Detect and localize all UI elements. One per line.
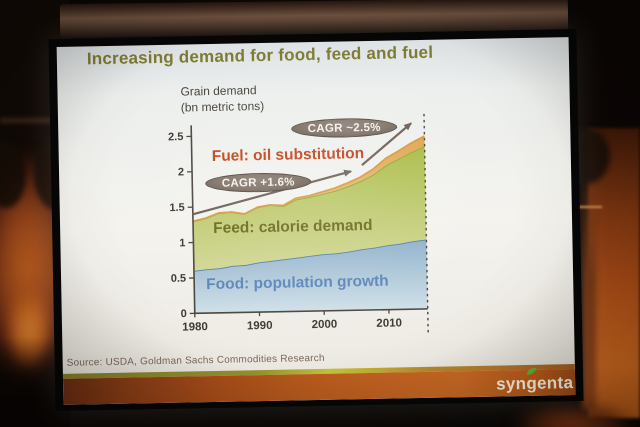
projection-screen: Increasing demand for food, feed and fue… [48, 28, 584, 412]
svg-text:2000: 2000 [312, 319, 338, 331]
svg-text:0: 0 [181, 308, 187, 320]
svg-text:2.5: 2.5 [168, 131, 184, 143]
svg-text:2: 2 [178, 166, 184, 178]
food-area-label: Food: population growth [206, 272, 389, 294]
grain-demand-stacked-area-chart: 0 0.5 1 1.5 2 2.5 1980 1990 2000 2010 [168, 113, 429, 336]
wall-rail [578, 206, 602, 208]
logo-text-pre: syn [496, 373, 527, 394]
svg-text:1.5: 1.5 [169, 202, 185, 214]
syngenta-logo: syng enta [496, 367, 574, 394]
logo-text-post: enta [536, 373, 574, 393]
svg-text:1990: 1990 [247, 320, 273, 332]
column-shadow [582, 150, 596, 410]
svg-text:2010: 2010 [376, 317, 402, 329]
svg-text:0.5: 0.5 [171, 273, 187, 285]
fuel-area-label: Fuel: oil substitution [211, 145, 365, 165]
slide: Increasing demand for food, feed and fue… [56, 37, 576, 405]
wall-ledge [0, 118, 70, 123]
logo-text-g: g [526, 367, 538, 393]
svg-text:1980: 1980 [182, 321, 208, 333]
logo-g-char: g [526, 373, 538, 393]
svg-text:1: 1 [179, 237, 185, 249]
room-right-wall [514, 0, 640, 427]
floor-reflection [514, 405, 634, 427]
syngenta-leaf-icon [527, 367, 538, 375]
feed-area-label: Feed: calorie demand [212, 216, 373, 237]
